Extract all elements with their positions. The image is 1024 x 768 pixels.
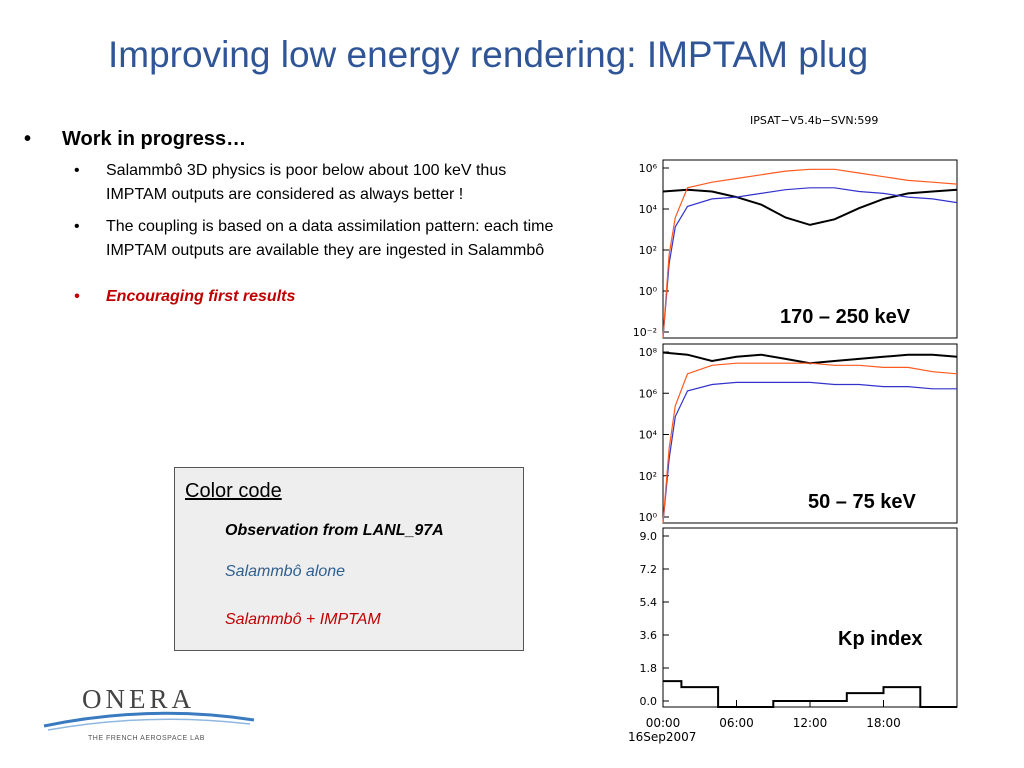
y-tick-label: 10² [639,470,657,483]
bullet-sub-2-text: The coupling is based on a data assimila… [106,218,554,259]
y-tick-label: 5.4 [640,596,658,609]
y-tick-label: 1.8 [640,662,658,675]
y-tick-label: 10⁶ [639,387,658,400]
color-code-box: Color code Observation from LANL_97A Sal… [174,467,524,651]
series-salammbo_imptam-panel-1 [662,362,958,524]
series-salammbo-panel-0 [662,187,958,339]
kp-flux-chart: IPSAT−V5.4b−SVN:599 10⁶ 10⁴ 10² 10⁰ 10⁻² 10⁸ 1… [628,114,958,744]
y-tick-label: 0.0 [640,695,658,708]
x-tick-label: 06:00 [719,716,754,730]
bullet-dot: • [24,128,32,150]
series-salammbo_imptam-panel-0 [662,168,958,339]
onera-logo: ONERA THE FRENCH AEROSPACE LAB [43,684,255,742]
slide-title: Improving low energy rendering: IMPTAM p… [108,34,869,75]
panel-label-1: 50 – 75 keV [806,491,918,514]
series-salammbo-panel-1 [662,381,957,524]
bullet-sub-3: • Encouraging first results [74,285,562,309]
bullet-sub-1-text: Salammbô 3D physics is poor below about … [106,162,507,203]
y-tick-label: 10⁰ [639,285,658,298]
logo-tagline: THE FRENCH AEROSPACE LAB [88,735,205,742]
bullet-dot: • [74,162,80,179]
bullet-main-text: Work in progress… [62,128,247,150]
bullet-sub-1: • Salammbô 3D physics is poor below abou… [74,159,562,207]
y-tick-label: 7.2 [640,563,658,576]
bullet-main: • Work in progress… [22,128,562,151]
chart-date-label: 16Sep2007 [628,730,696,744]
y-tick-label: 10⁴ [639,203,658,216]
bullet-list: • Work in progress… • Salammbô 3D physic… [22,128,562,309]
y-tick-label: 10⁶ [639,162,658,175]
y-tick-label: 10² [639,244,657,257]
logo-swoosh [43,711,255,728]
logo-name: ONERA [82,684,195,714]
x-tick-label: 12:00 [793,716,828,730]
chart-header: IPSAT−V5.4b−SVN:599 [750,114,878,127]
y-tick-label: 3.6 [640,629,658,642]
legend-salammbo-imptam: Salammbô + IMPTAM [225,611,381,628]
bullet-dot: • [74,288,80,305]
y-tick-label: 9.0 [640,530,658,543]
y-tick-label: 10⁸ [639,346,658,359]
series-observation-panel-2 [663,680,957,708]
x-tick-label: 18:00 [866,716,901,730]
series-observation-panel-0 [662,188,958,226]
x-tick-label: 00:00 [646,716,681,730]
panel-frame-2 [662,527,958,708]
panel-label-2: Kp index [836,628,925,651]
y-tick-label: 10⁰ [639,511,658,524]
bullet-sub-3-text: Encouraging first results [106,288,296,305]
panel-label-0: 170 – 250 keV [778,306,913,329]
legend-salammbo: Salammbô alone [225,563,346,580]
legend-observation: Observation from LANL_97A [225,522,444,539]
color-code-title: Color code [185,480,282,502]
bullet-sub-2: • The coupling is based on a data assimi… [74,215,562,263]
bullet-dot: • [74,218,80,235]
y-tick-label: 10⁴ [639,429,658,442]
y-tick-label: 10⁻² [633,326,657,339]
